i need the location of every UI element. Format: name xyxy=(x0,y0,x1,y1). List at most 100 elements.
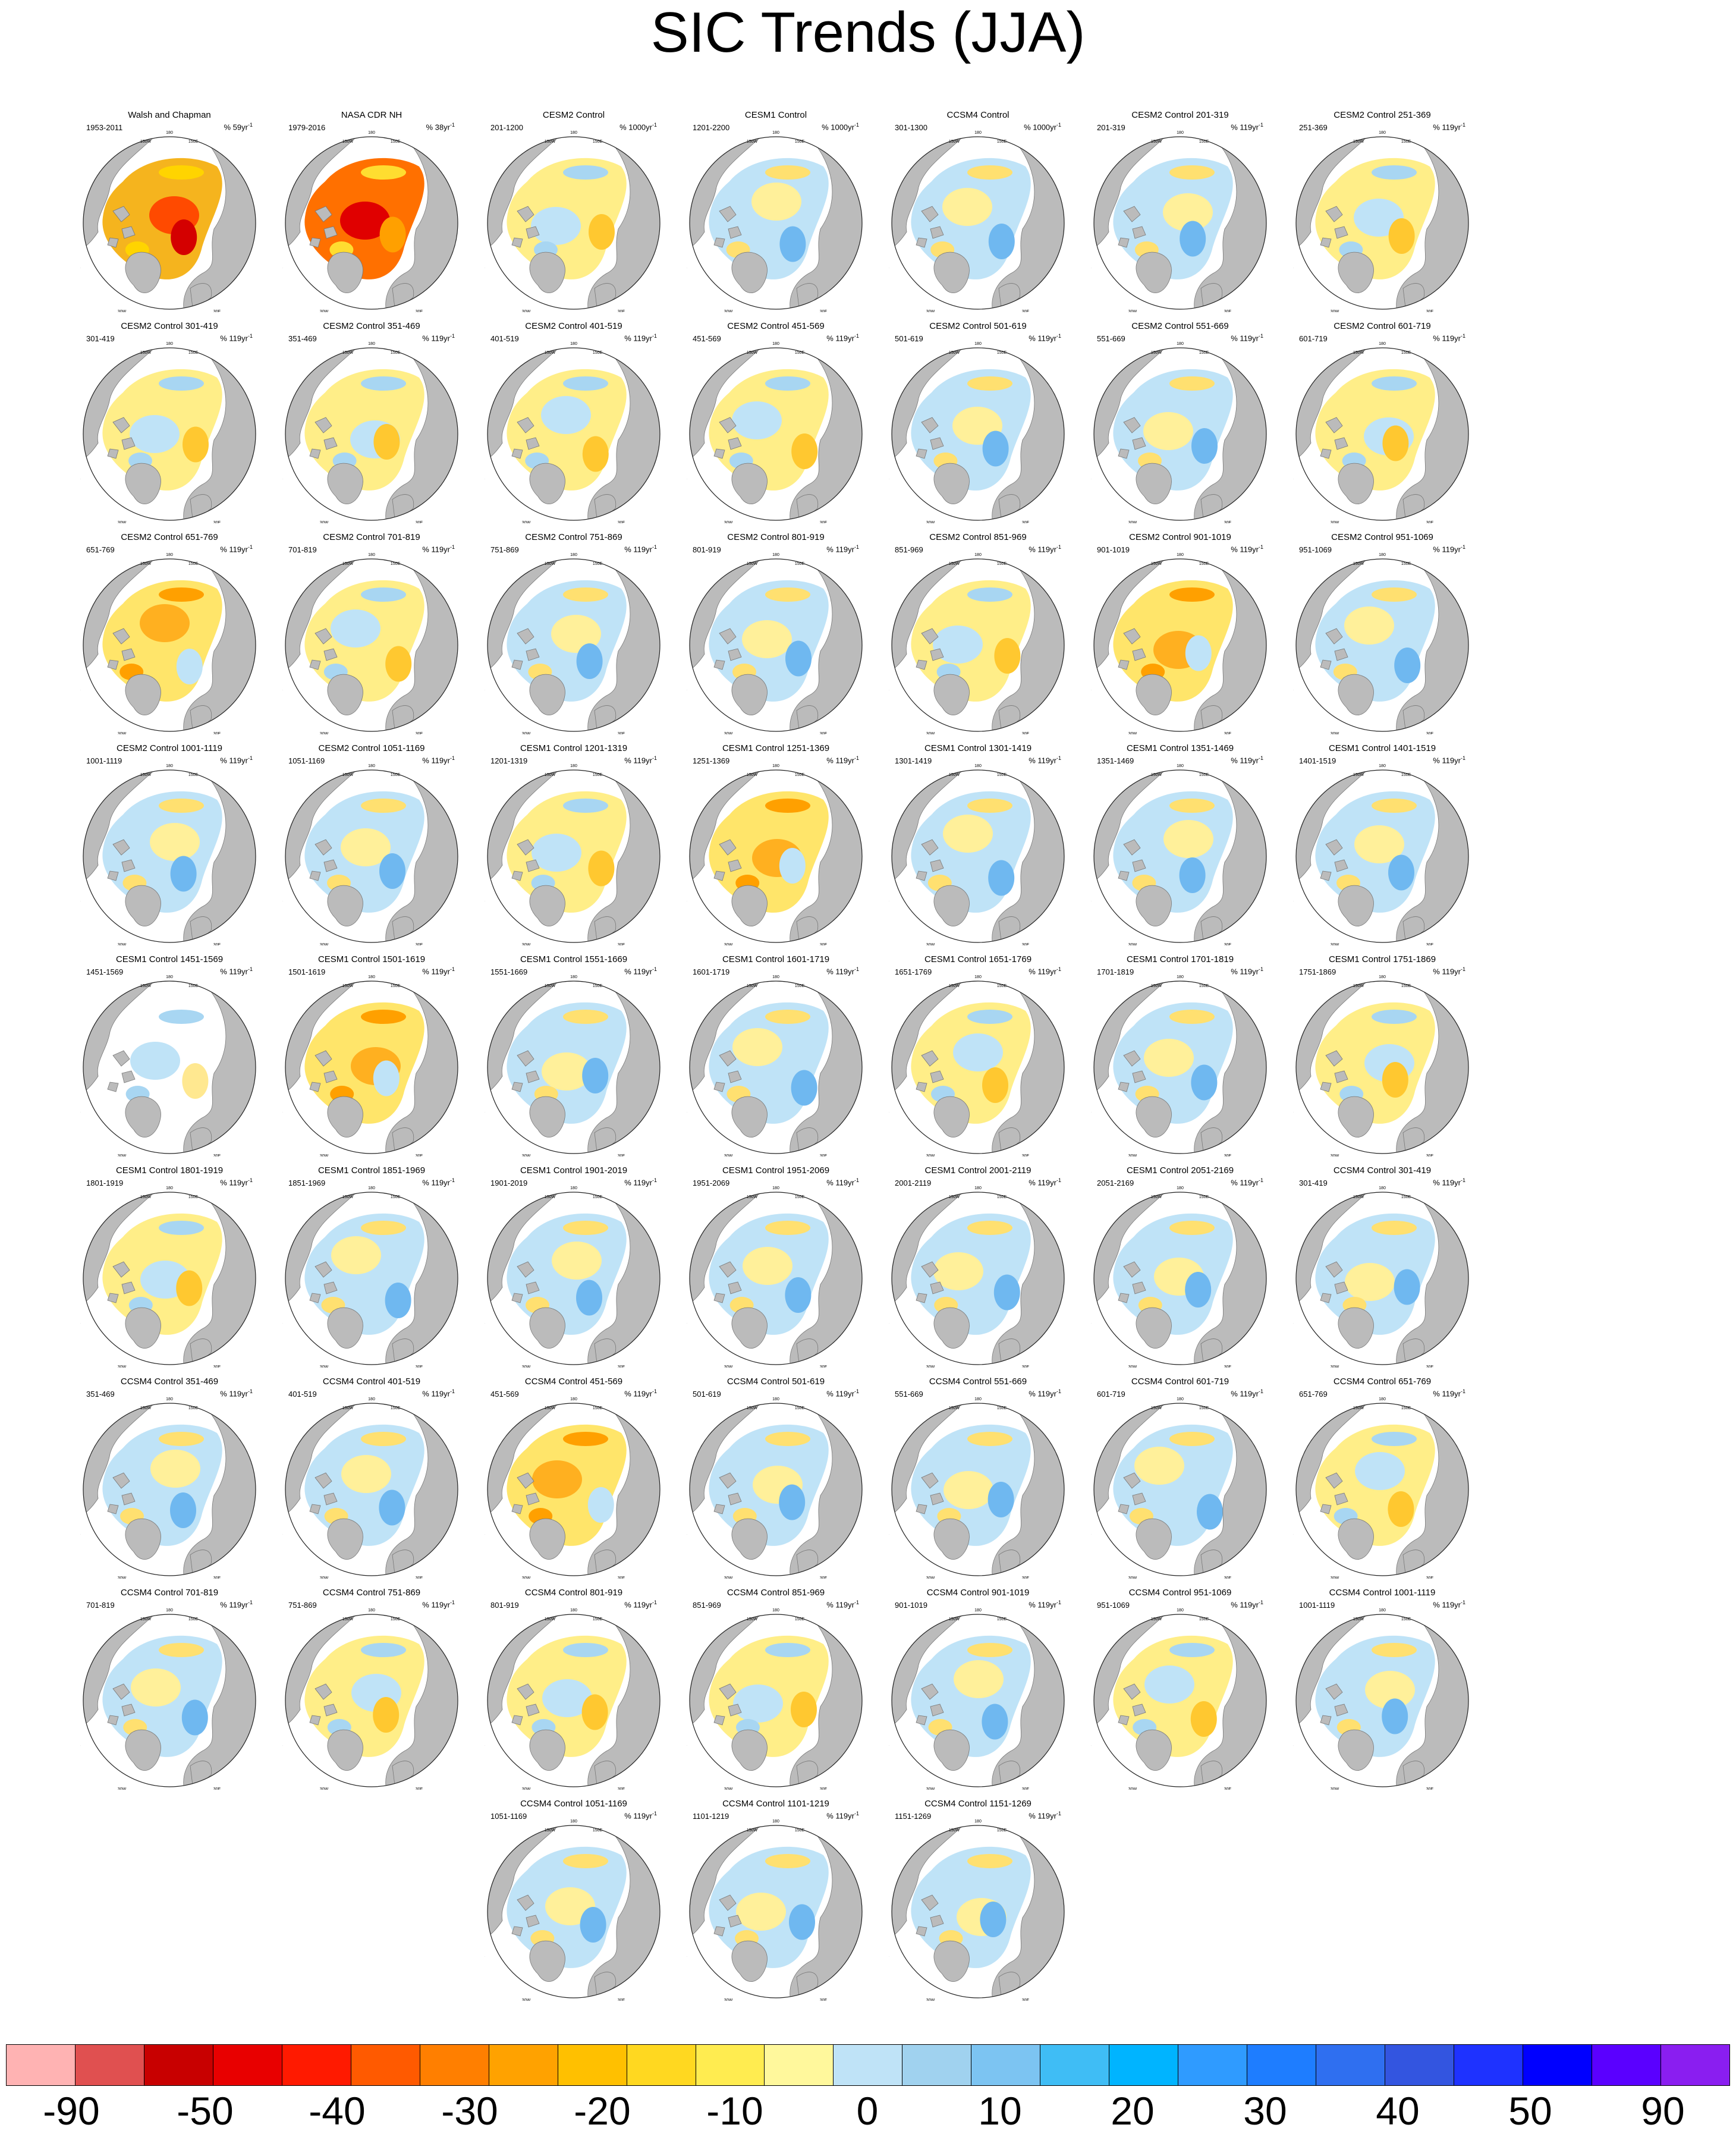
lon-label: 150W xyxy=(949,351,960,355)
panel-units: % 119yr-1 xyxy=(220,966,253,976)
map-border xyxy=(83,558,256,732)
lon-label: 30E xyxy=(820,1998,828,2001)
land-greenland xyxy=(1338,885,1374,926)
trend-region xyxy=(765,1432,810,1446)
colorbar-swatch xyxy=(75,2045,144,2085)
panel-title: CESM1 Control 1351-1469 xyxy=(1126,743,1234,753)
lon-label: 180 xyxy=(1177,764,1184,768)
lon-label: 150E xyxy=(188,773,199,777)
lon-label: 30E xyxy=(1426,1365,1434,1368)
land-scandinavia xyxy=(594,283,617,309)
map-border xyxy=(285,1614,458,1787)
lon-label: 30W xyxy=(724,1576,733,1579)
panel-units: % 119yr-1 xyxy=(1433,122,1465,132)
lon-label: 60W xyxy=(282,690,283,694)
lon-label: 150E xyxy=(1401,562,1411,566)
map-border xyxy=(487,136,661,310)
lon-label: 150W xyxy=(342,984,354,988)
lon-label: 150E xyxy=(391,1617,401,1621)
lon-label: 180 xyxy=(570,975,577,979)
map-panel: 180150W150E120W120E90W90E60W60E30W30E0CE… xyxy=(1293,954,1471,1157)
polar-map: 180150W150E120W120E90W90E60W60E30W30E0 xyxy=(687,131,863,312)
polar-map: 180150W150E120W120E90W90E60W60E30W30E0 xyxy=(80,975,256,1157)
map-border xyxy=(487,347,661,521)
lon-label: 150W xyxy=(342,1195,354,1199)
land-archipelago xyxy=(713,1894,742,1937)
trend-region xyxy=(541,396,591,434)
panel-units: % 119yr-1 xyxy=(422,1388,455,1399)
trend-region xyxy=(1191,428,1218,464)
lon-label: 30W xyxy=(118,1365,127,1368)
map-panel: 180150W150E120W120E90W90E60W60E30W30E0CC… xyxy=(485,1588,663,1790)
lon-label: 180 xyxy=(570,1608,577,1613)
panel-units: % 119yr-1 xyxy=(1231,544,1263,554)
trend-region xyxy=(933,626,983,664)
lon-label: 30E xyxy=(820,732,828,734)
lon-label: 150W xyxy=(747,1617,758,1621)
polar-map: 180150W150E120W120E90W90E60W60E30W30E0 xyxy=(485,1186,661,1368)
map-border xyxy=(891,980,1065,1154)
map-panel: 180150W150E120W120E90W90E60W60E30W30E0CC… xyxy=(889,110,1067,312)
map-border xyxy=(1295,980,1469,1154)
lon-label: 180 xyxy=(974,342,982,346)
panel-year-range: 951-1069 xyxy=(1097,1601,1130,1610)
land-archipelago xyxy=(1118,1683,1146,1726)
map-panel: 180150W150E120W120E90W90E60W60E30W30E0CC… xyxy=(1293,1588,1471,1790)
panel-year-range: 1701-1819 xyxy=(1097,967,1134,976)
lon-label: 150W xyxy=(747,562,758,566)
panel-units: % 119yr-1 xyxy=(624,1177,657,1187)
lon-label: 150W xyxy=(140,562,152,566)
trend-region xyxy=(967,165,1012,180)
polar-map: 180150W150E120W120E90W90E60W60E30W30E0 xyxy=(1293,1608,1469,1790)
land-scandinavia xyxy=(998,1550,1021,1576)
lon-label: 30E xyxy=(416,521,423,523)
lon-label: 150E xyxy=(1401,1406,1411,1410)
lon-label: 180 xyxy=(772,975,779,979)
trend-region xyxy=(580,1907,606,1943)
lon-label: 180 xyxy=(570,1397,577,1401)
map-panel: 180150W150E120W120E90W90E60W60E30W30E0CE… xyxy=(1091,321,1269,523)
lon-label: 150E xyxy=(391,562,401,566)
panel-title: CESM2 Control 201-319 xyxy=(1131,110,1229,120)
map-panel: 180150W150E120W120E90W90E60W60E30W30E0CE… xyxy=(80,532,259,734)
land-eurasia xyxy=(385,559,458,731)
map-panel: 180150W150E120W120E90W90E60W60E30W30E0CC… xyxy=(1091,1588,1269,1790)
trend-region xyxy=(779,226,806,262)
land-scandinavia xyxy=(190,1338,212,1365)
panel-units: % 119yr-1 xyxy=(1029,755,1061,765)
trend-region xyxy=(150,823,200,861)
land-archipelago xyxy=(511,206,540,248)
land-eurasia xyxy=(1396,137,1468,309)
trend-region xyxy=(361,587,406,602)
lon-label: 150E xyxy=(1199,1617,1209,1621)
land-archipelago xyxy=(916,1472,944,1514)
lon-label: 30W xyxy=(1128,943,1137,945)
land-eurasia xyxy=(587,1825,660,1998)
land-scandinavia xyxy=(1402,283,1425,309)
trend-region xyxy=(791,1692,817,1727)
trend-region xyxy=(170,1492,196,1528)
land-eurasia xyxy=(587,559,660,731)
land-eurasia xyxy=(183,1614,256,1787)
trend-region xyxy=(576,643,603,679)
land-eurasia xyxy=(385,1192,458,1365)
panel-title: CESM1 Control 1851-1969 xyxy=(317,1165,426,1176)
trend-region xyxy=(967,1854,1012,1868)
colorbar-swatch xyxy=(1454,2045,1523,2085)
map-panel: 180150W150E120W120E90W90E60W60E30W30E0CC… xyxy=(687,1799,865,2001)
lon-label: 60W xyxy=(80,268,81,272)
map-panel: 180150W150E120W120E90W90E60W60E30W30E0CE… xyxy=(687,532,865,734)
trend-region xyxy=(563,799,608,813)
panel-title: CCSM4 Control 301-419 xyxy=(1333,1165,1432,1176)
trend-region xyxy=(542,1679,592,1717)
lon-label: 180 xyxy=(772,553,779,557)
trend-region xyxy=(551,615,601,653)
land-archipelago xyxy=(713,206,742,248)
lon-label: 30E xyxy=(618,943,625,945)
lon-label: 30E xyxy=(1426,1787,1434,1790)
trend-region xyxy=(552,1242,602,1280)
lon-label: 60W xyxy=(282,479,283,483)
colorbar-tick-label: 90 xyxy=(1641,2089,1685,2133)
lon-label: 60W xyxy=(80,1324,81,1328)
trend-region xyxy=(1169,1221,1215,1235)
